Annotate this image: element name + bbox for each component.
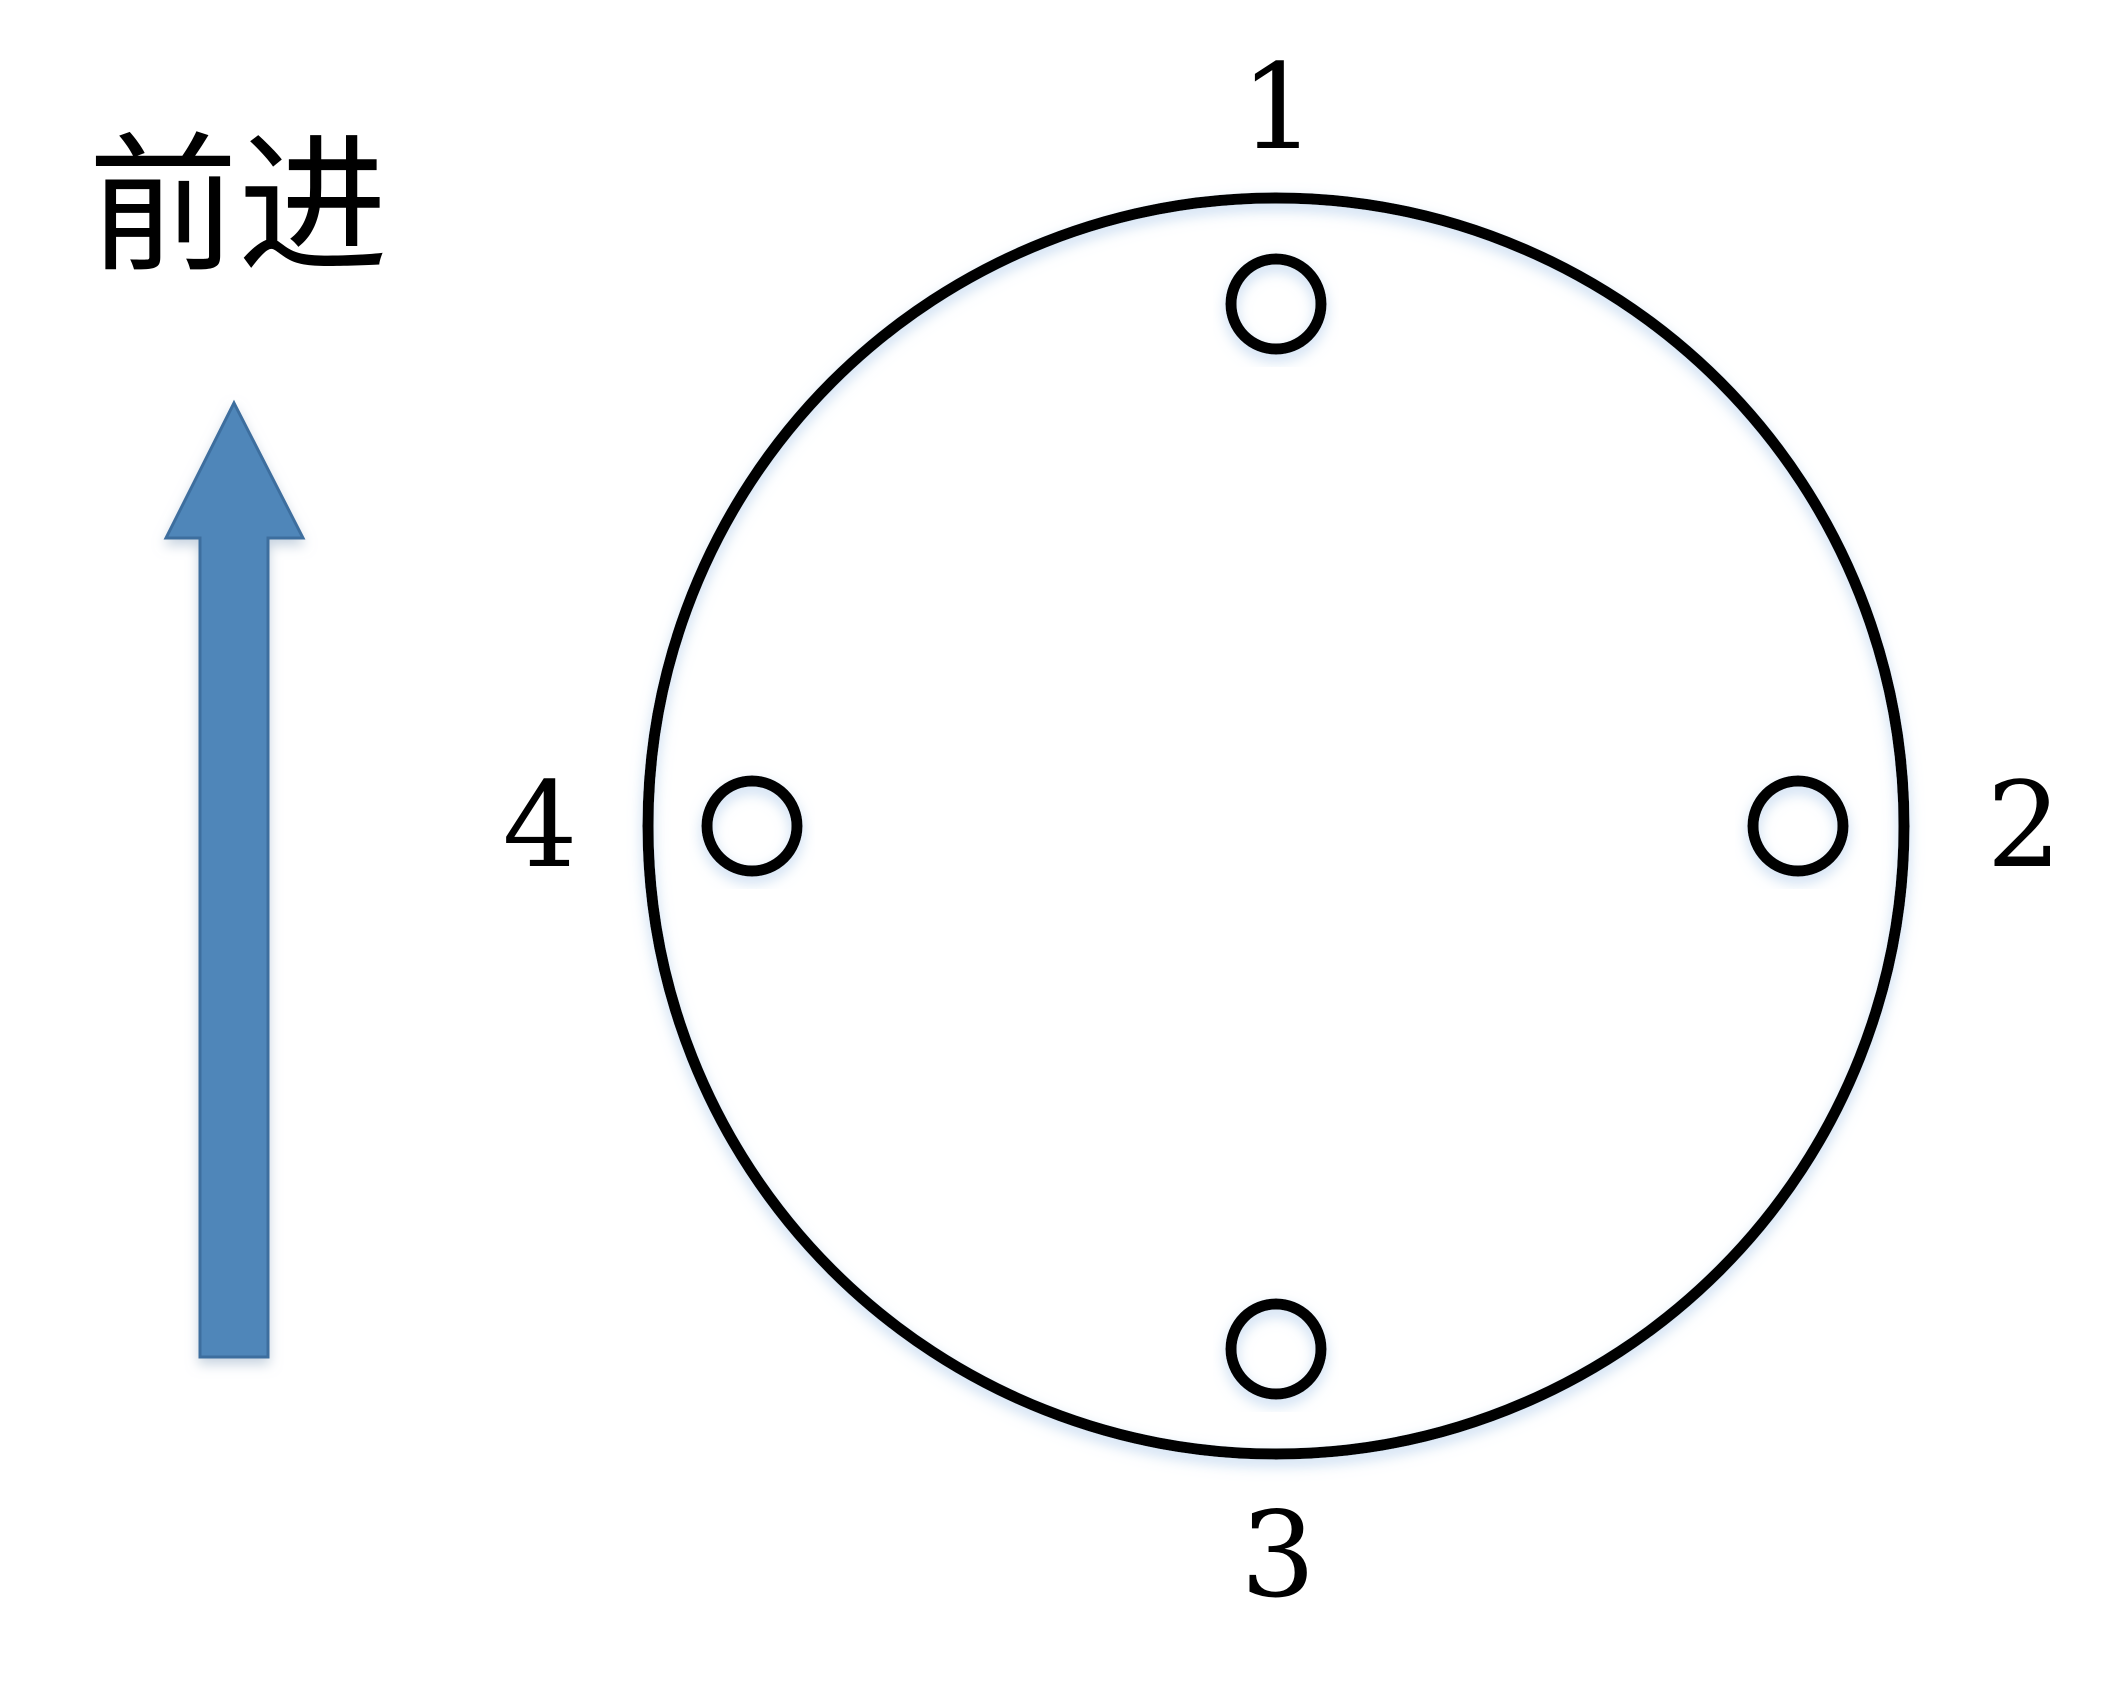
hole-label-3: 3: [1240, 1486, 1315, 1624]
arrow-shape: [163, 399, 306, 1359]
main-circle: [642, 192, 1910, 1460]
hole-label-1: 1: [1240, 38, 1315, 176]
hole-4-icon: [701, 775, 803, 877]
hole-2-icon: [1747, 775, 1849, 877]
hole-label-2: 2: [1986, 756, 2061, 894]
hole-label-4: 4: [502, 756, 577, 894]
hole-3-icon: [1225, 1298, 1327, 1400]
up-arrow-icon: [163, 399, 306, 1359]
direction-label: 前进: [88, 120, 388, 294]
hole-1-icon: [1225, 253, 1327, 355]
